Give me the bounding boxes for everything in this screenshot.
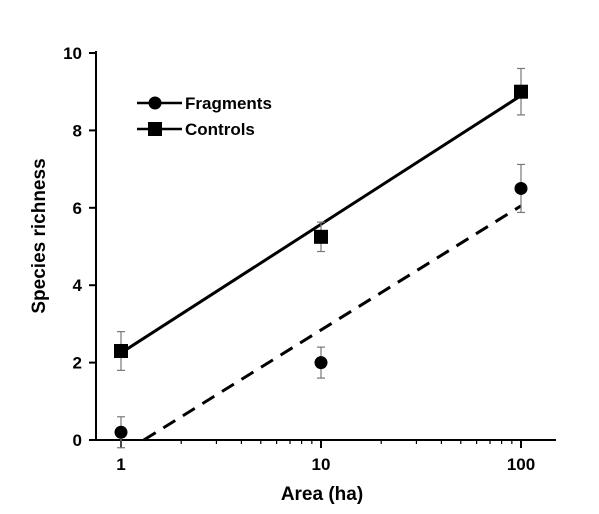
point-fragments [314,356,328,370]
legend-marker-fragments [148,96,162,110]
x-tick-label: 10 [312,455,331,474]
y-tick-label: 0 [73,431,82,450]
y-tick-label: 2 [73,354,82,373]
axes: 0 2 4 6 8 10 1 10 100 [63,44,556,474]
y-tick-label: 10 [63,44,82,63]
x-tick-label: 1 [116,455,125,474]
point-fragments [514,181,528,195]
legend-label-controls: Controls [185,120,255,139]
legend-label-fragments: Fragments [185,94,272,113]
y-tick-label: 4 [73,276,83,295]
point-fragments [114,425,128,439]
data-points [114,84,528,439]
legend: Fragments Controls [137,94,272,139]
x-tick-label: 100 [507,455,535,474]
y-axis-label: Species richness [29,158,50,313]
x-axis-label: Area (ha) [281,484,363,505]
y-tick-label: 8 [73,121,82,140]
y-tick-label: 6 [73,199,82,218]
fit-line-fragments [142,204,522,442]
legend-marker-controls [148,122,162,136]
point-controls [114,343,128,358]
point-controls [314,229,328,244]
point-controls [514,84,528,99]
fit-lines [120,94,522,442]
error-bars [117,67,525,449]
